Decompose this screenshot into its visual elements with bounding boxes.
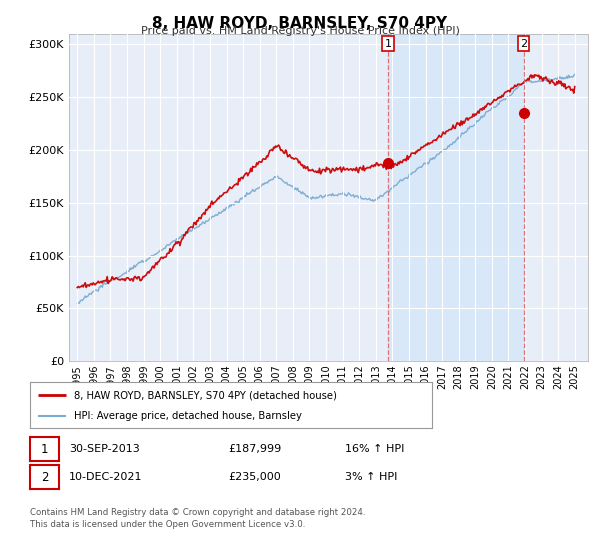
Text: £187,999: £187,999 [228, 444, 281, 454]
Text: £235,000: £235,000 [228, 472, 281, 482]
Text: 2: 2 [520, 39, 527, 49]
Text: 8, HAW ROYD, BARNSLEY, S70 4PY: 8, HAW ROYD, BARNSLEY, S70 4PY [152, 16, 448, 31]
Text: 8, HAW ROYD, BARNSLEY, S70 4PY (detached house): 8, HAW ROYD, BARNSLEY, S70 4PY (detached… [74, 390, 337, 400]
Text: 3% ↑ HPI: 3% ↑ HPI [345, 472, 397, 482]
Bar [388, 34, 524, 361]
Text: 30-SEP-2013: 30-SEP-2013 [69, 444, 140, 454]
Text: 1: 1 [41, 442, 48, 456]
Text: 1: 1 [385, 39, 392, 49]
Text: Contains HM Land Registry data © Crown copyright and database right 2024.
This d: Contains HM Land Registry data © Crown c… [30, 508, 365, 529]
Text: Price paid vs. HM Land Registry's House Price Index (HPI): Price paid vs. HM Land Registry's House … [140, 26, 460, 36]
Text: 16% ↑ HPI: 16% ↑ HPI [345, 444, 404, 454]
Text: 10-DEC-2021: 10-DEC-2021 [69, 472, 143, 482]
Text: HPI: Average price, detached house, Barnsley: HPI: Average price, detached house, Barn… [74, 410, 302, 421]
Text: 2: 2 [41, 470, 48, 484]
